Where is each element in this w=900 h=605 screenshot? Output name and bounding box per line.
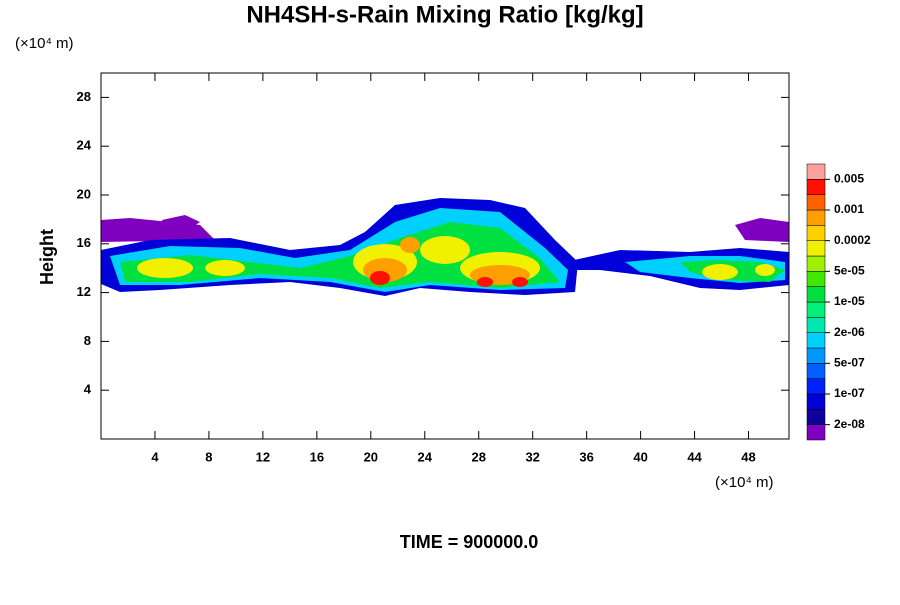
colorbar-label: 5e-07 [834,356,865,370]
field-region [755,264,775,276]
colorbar-swatch [806,194,826,211]
colorbar-label: 2e-08 [834,417,865,431]
y-unit-label: (×10⁴ m) [15,35,74,52]
colorbar-swatch [806,225,826,241]
colorbar-swatch [806,179,826,195]
colorbar-swatch [806,301,826,318]
x-tick-label: 24 [418,449,433,464]
colorbar-label: 0.001 [834,202,864,216]
colorbar-swatch [806,378,826,395]
colorbar-swatch [806,286,826,303]
contour-field [101,198,789,296]
field-region [162,215,200,232]
x-tick-label: 36 [579,449,593,464]
x-tick-label: 20 [364,449,378,464]
field-region [137,258,193,278]
colorbar-swatch [806,347,826,364]
x-tick-label: 16 [310,449,324,464]
x-tick-label: 44 [687,449,702,464]
field-region [735,218,789,242]
colorbar-swatch [806,209,826,226]
colorbar-label: 1e-07 [834,386,865,400]
colorbar-swatch [806,317,826,333]
colorbar-swatch [806,424,826,441]
y-tick-label: 8 [84,333,91,348]
colorbar-swatch [806,393,826,410]
colorbar-swatch [806,240,826,257]
colorbar-label: 0.005 [834,172,864,186]
colorbar-swatch [806,271,826,287]
y-axis-label: Height [37,229,57,285]
x-tick-label: 4 [151,449,159,464]
field-region [702,264,738,280]
field-region [420,236,470,264]
colorbar-swatch [806,363,826,379]
colorbar-label: 0.0002 [834,233,871,247]
y-tick-label: 24 [77,138,92,153]
field-region [370,271,390,285]
y-tick-label: 20 [77,186,91,201]
colorbar-swatch [806,163,826,180]
x-tick-label: 40 [633,449,647,464]
footer: TIME = 900000.0 [400,532,539,552]
colorbar-swatch [806,332,826,349]
x-tick-label: 28 [471,449,485,464]
x-tick-label: 12 [256,449,270,464]
y-tick-label: 12 [77,284,91,299]
x-tick-label: 8 [205,449,212,464]
field-region [400,237,420,253]
field-region [512,277,528,287]
chart-title: NH4SH-s-Rain Mixing Ratio [kg/kg] [246,1,643,28]
x-tick-label: 32 [525,449,539,464]
x-unit-label: (×10⁴ m) [715,474,774,491]
colorbar-swatch [806,409,826,425]
x-tick-label: 48 [741,449,755,464]
plot-frame [100,72,790,440]
colorbar-swatch [806,255,826,272]
y-tick-label: 28 [77,89,91,104]
field-region [205,260,245,276]
y-tick-label: 4 [84,382,92,397]
colorbar-label: 2e-06 [834,325,865,339]
y-tick-label: 16 [77,235,91,250]
colorbar-label: 1e-05 [834,294,865,308]
field-region [477,277,493,287]
colorbar-label: 5e-05 [834,264,865,278]
